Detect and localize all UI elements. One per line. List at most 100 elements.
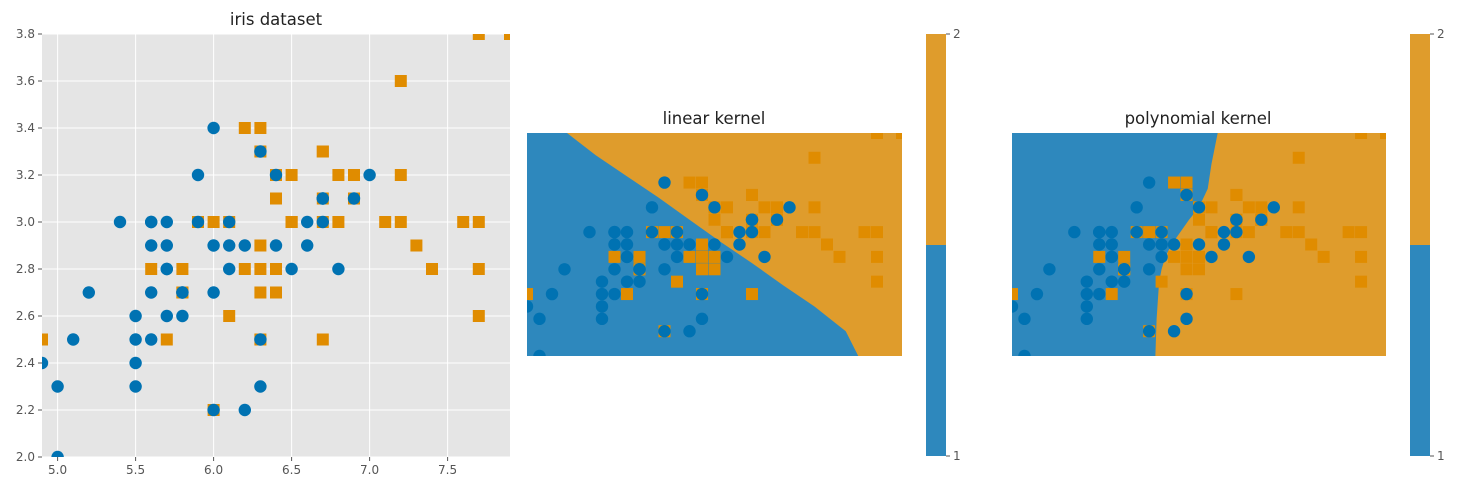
class1-point [1080, 312, 1094, 326]
class2-point [1168, 176, 1181, 189]
class2-point [394, 75, 407, 87]
class1-point [608, 238, 621, 251]
class1-point [129, 333, 142, 346]
class1-point [658, 325, 671, 338]
class2-point [1118, 250, 1131, 263]
class1-point [207, 121, 220, 135]
class1-point [533, 312, 546, 326]
class2-point [316, 333, 329, 346]
class2-point [527, 288, 533, 301]
scatter-y-ticks: 2.0 2.2 2.4 2.6 2.8 3.0 3.2 3.4 3.6 3.8 [16, 27, 42, 464]
class2-point [145, 263, 158, 275]
class1-point [82, 286, 96, 299]
class1-point [1217, 238, 1231, 251]
class1-point [332, 262, 345, 276]
poly-colorbar-tick-bottom: 1 [1437, 449, 1445, 463]
poly-region-class2 [1155, 133, 1386, 356]
class1-point [620, 238, 634, 251]
class2-point [1342, 226, 1355, 239]
class2-point [238, 263, 251, 275]
class1-point [1255, 213, 1268, 226]
y-tick-label: 3.0 [16, 215, 35, 229]
class2-point [1355, 275, 1368, 288]
class1-point [363, 168, 376, 182]
class1-point [683, 238, 696, 251]
class1-point [633, 275, 646, 288]
class2-point [871, 275, 883, 288]
class2-point [621, 288, 633, 301]
class2-point [472, 310, 485, 322]
class1-point [1012, 300, 1019, 313]
class1-point [1018, 349, 1031, 356]
class2-point [1180, 263, 1193, 276]
class2-point [1193, 263, 1205, 276]
class1-point [207, 286, 220, 299]
class2-point [1012, 288, 1018, 301]
linear-kernel-panel: linear kernel 2 1 [527, 27, 961, 463]
class1-point [160, 262, 173, 276]
class2-point [683, 176, 696, 189]
y-tick-label: 2.6 [16, 309, 35, 323]
linear-colorbar-tick-top: 2 [953, 27, 961, 41]
class1-point [1093, 287, 1106, 301]
class2-point [1292, 226, 1305, 239]
class1-point [1142, 238, 1156, 251]
class1-point [645, 225, 659, 239]
linear-kernel-title: linear kernel [663, 109, 766, 128]
class1-point [160, 239, 173, 252]
class1-point [223, 239, 236, 252]
class1-point [1043, 263, 1056, 276]
class1-point [545, 287, 559, 301]
class1-point [42, 356, 49, 370]
class1-point [254, 333, 267, 346]
class1-point [301, 215, 314, 229]
class1-point [160, 309, 173, 323]
linear-colorbar-tick-bottom: 1 [953, 449, 961, 463]
class1-point [67, 333, 80, 346]
class1-point [1080, 300, 1094, 313]
class2-point [254, 122, 267, 134]
class1-point [658, 238, 671, 251]
class2-point [472, 263, 485, 275]
class1-point [695, 188, 709, 202]
class2-point [1180, 238, 1193, 251]
class2-point [254, 263, 267, 275]
class1-point [745, 213, 759, 226]
class2-point [223, 310, 236, 322]
class2-point [1180, 176, 1193, 189]
class1-point [595, 300, 609, 313]
class2-point [1380, 133, 1386, 139]
class1-point [1180, 312, 1193, 326]
x-tick-label: 5.0 [48, 463, 67, 477]
class2-point [808, 226, 821, 239]
class2-point [871, 133, 883, 139]
class1-point [145, 215, 158, 229]
class1-point [51, 380, 64, 393]
class1-point [620, 250, 634, 264]
class1-point [733, 225, 746, 239]
class1-point [1167, 325, 1181, 338]
class1-point [533, 349, 546, 356]
class1-point [1105, 275, 1118, 288]
class1-point [191, 168, 205, 182]
class1-point [608, 287, 621, 301]
class2-point [808, 201, 821, 214]
class2-point [332, 216, 345, 228]
class2-point [472, 216, 485, 228]
class2-point [771, 201, 783, 214]
class1-point [1105, 250, 1118, 264]
class1-point [1130, 225, 1143, 239]
class1-point [620, 275, 634, 288]
class2-point [472, 34, 485, 40]
class1-point [238, 403, 251, 417]
class1-point [254, 380, 267, 393]
class1-point [1155, 250, 1168, 264]
class2-point [896, 133, 902, 139]
y-tick-label: 3.4 [16, 121, 35, 135]
poly-points [1012, 133, 1386, 356]
class1-point [1242, 250, 1256, 264]
class1-point [1080, 275, 1094, 288]
class2-point [696, 238, 708, 251]
scatter-panel: 5.0 5.5 6.0 6.5 7.0 7.5 2.0 2.2 2.4 2.6 2.8 3.0 3.2… [16, 10, 510, 477]
class1-point [1068, 225, 1081, 239]
